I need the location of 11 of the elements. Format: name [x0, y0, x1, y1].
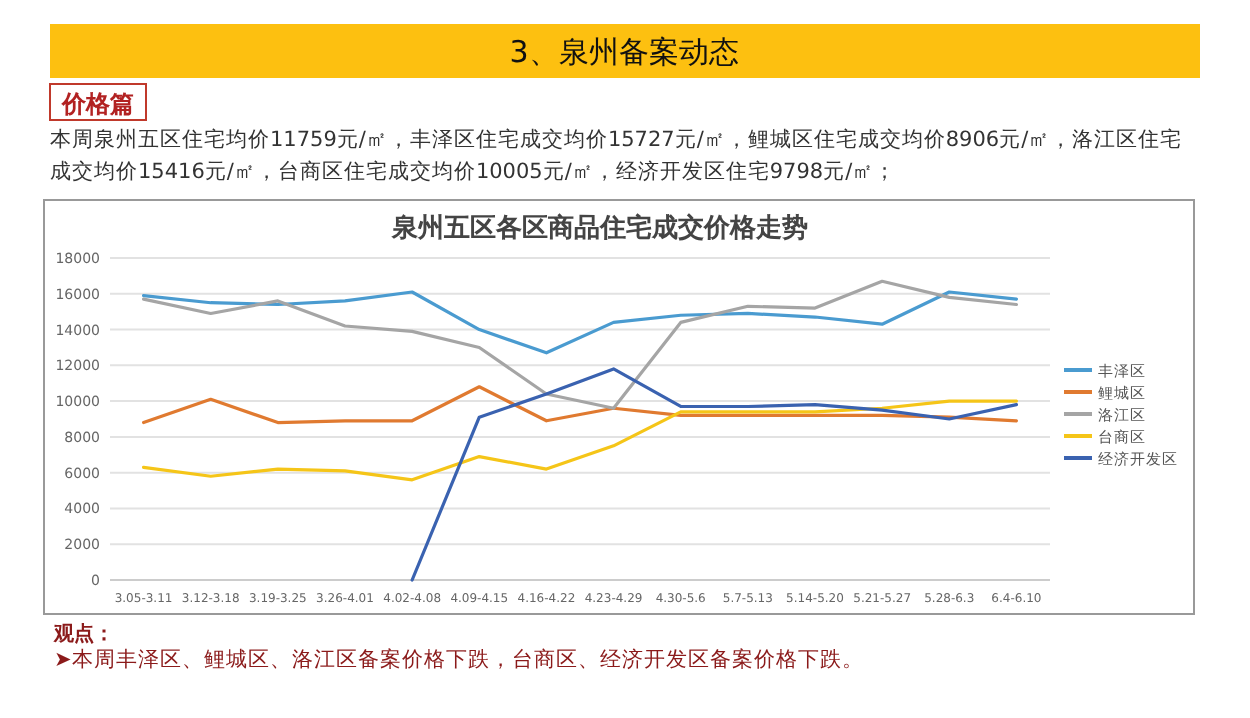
text: 本周泉州五区住宅均价11759元/㎡，丰泽区住宅成交均价15727元/㎡，鲤城区住宅成交均价8906元/㎡，洛江区住宅成交均价15416元/㎡，台商区住宅成交均价10005元/㎡，经济开发区住宅9798元/㎡； [50, 126, 1185, 188]
text: 观点： [52, 622, 114, 646]
text: 价格篇 [60, 90, 134, 118]
line-series [141, 399, 1019, 482]
text: 3、泉州备案动态 [509, 34, 739, 70]
line-series [141, 385, 1019, 425]
chart-title: 泉州五区各区商品住宅成交价格走势 [390, 212, 808, 244]
line-series [410, 367, 1019, 582]
text: ➤本周丰泽区、鲤城区、洛江区备案价格下跌，台商区、经济开发区备案价格下跌。 [54, 646, 864, 672]
line-series [141, 290, 1019, 355]
line-series [141, 279, 1019, 410]
